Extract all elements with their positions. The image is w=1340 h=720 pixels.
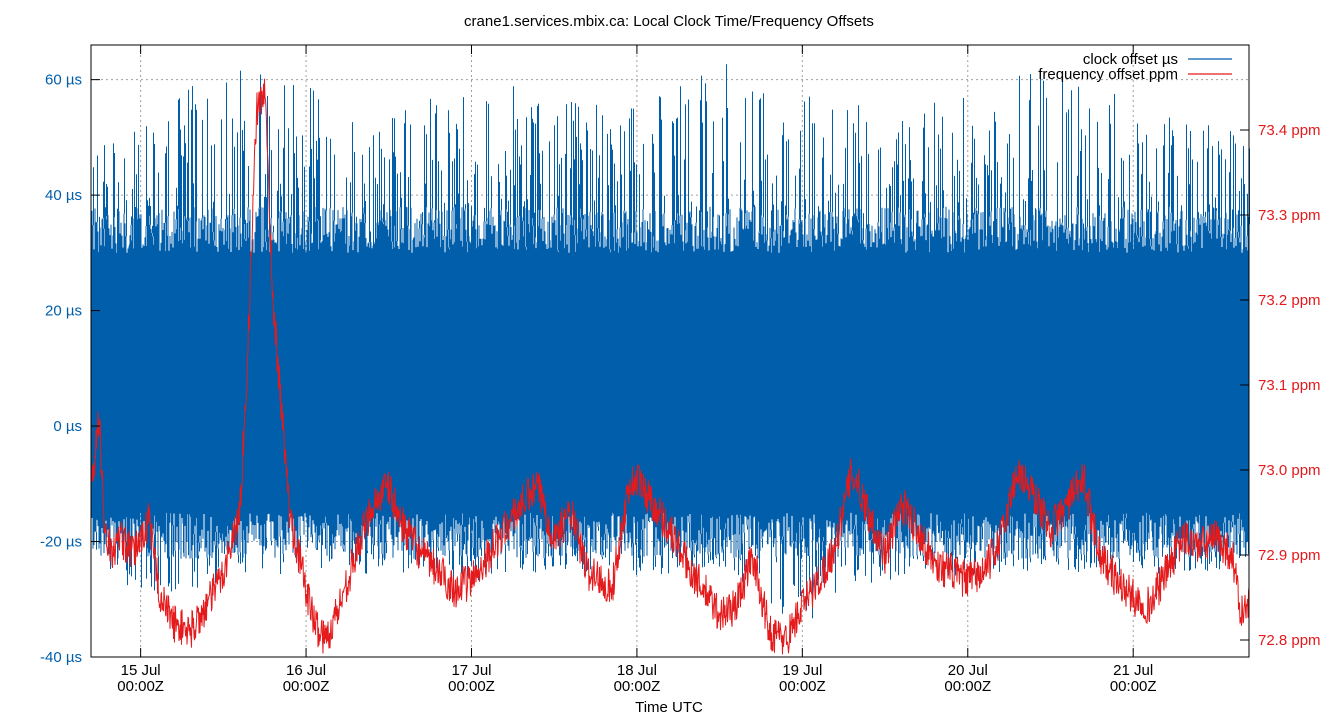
x-axis-title: Time UTC: [635, 699, 703, 716]
y-right-tick-label: 73.0 ppm: [1258, 462, 1321, 479]
y-left-tick-label: 20 µs: [45, 303, 82, 320]
y-left-tick-label: -40 µs: [40, 649, 82, 666]
x-tick-label-date: 17 Jul: [451, 662, 491, 679]
x-tick-label-time: 00:00Z: [779, 678, 826, 695]
y-right-tick-label: 73.3 ppm: [1258, 207, 1321, 224]
y-left-tick-label: 0 µs: [53, 418, 82, 435]
plot-border: [90, 44, 1250, 658]
chart-title: crane1.services.mbix.ca: Local Clock Tim…: [464, 13, 874, 30]
legend-label-clock-offset: clock offset µs: [1083, 51, 1178, 68]
x-tick-label-date: 18 Jul: [617, 662, 657, 679]
y-right-tick-label: 72.8 ppm: [1258, 632, 1321, 649]
x-tick-label-date: 21 Jul: [1113, 662, 1153, 679]
x-tick-label-date: 19 Jul: [782, 662, 822, 679]
x-tick-label-time: 00:00Z: [944, 678, 991, 695]
y-right-tick-label: 72.9 ppm: [1258, 547, 1321, 564]
x-tick-label-date: 15 Jul: [121, 662, 161, 679]
axes: 60 µs 40 µs 20 µs 0 µs -20 µs -40 µs 73.4 ppm 7…: [40, 44, 1321, 695]
frequency-offset-line: [90, 78, 1250, 655]
x-tick-label-date: 16 Jul: [286, 662, 326, 679]
x-tick-label-time: 00:00Z: [1110, 678, 1157, 695]
x-tick-label-date: 20 Jul: [948, 662, 988, 679]
y-right-tick-label: 73.2 ppm: [1258, 292, 1321, 309]
x-tick-label-time: 00:00Z: [283, 678, 330, 695]
y-left-tick-label: -20 µs: [40, 534, 82, 551]
frequency-offset-series: [90, 78, 1250, 655]
x-tick-label-time: 00:00Z: [448, 678, 495, 695]
y-left-tick-label: 60 µs: [45, 72, 82, 89]
legend-label-frequency-offset: frequency offset ppm: [1038, 66, 1178, 83]
y-right-tick-label: 73.1 ppm: [1258, 377, 1321, 394]
x-tick-label-time: 00:00Z: [117, 678, 164, 695]
y-left-tick-label: 40 µs: [45, 187, 82, 204]
legend: clock offset µs frequency offset ppm: [1038, 51, 1232, 83]
x-tick-label-time: 00:00Z: [614, 678, 661, 695]
y-right-tick-label: 73.4 ppm: [1258, 122, 1321, 139]
